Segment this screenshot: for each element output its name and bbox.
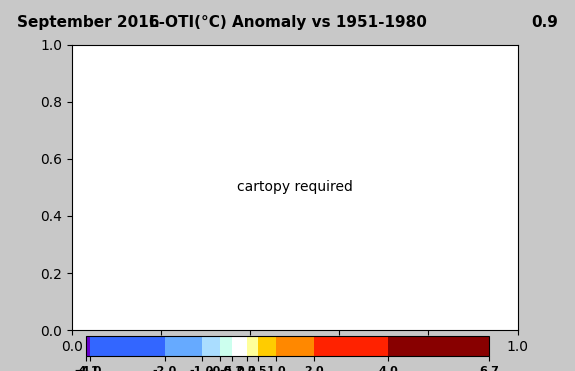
Text: L-OTI(°C) Anomaly vs 1951-1980: L-OTI(°C) Anomaly vs 1951-1980 <box>148 15 427 30</box>
Text: 0.9: 0.9 <box>531 15 558 30</box>
Text: September 2016: September 2016 <box>17 15 160 30</box>
Text: cartopy required: cartopy required <box>237 180 352 194</box>
